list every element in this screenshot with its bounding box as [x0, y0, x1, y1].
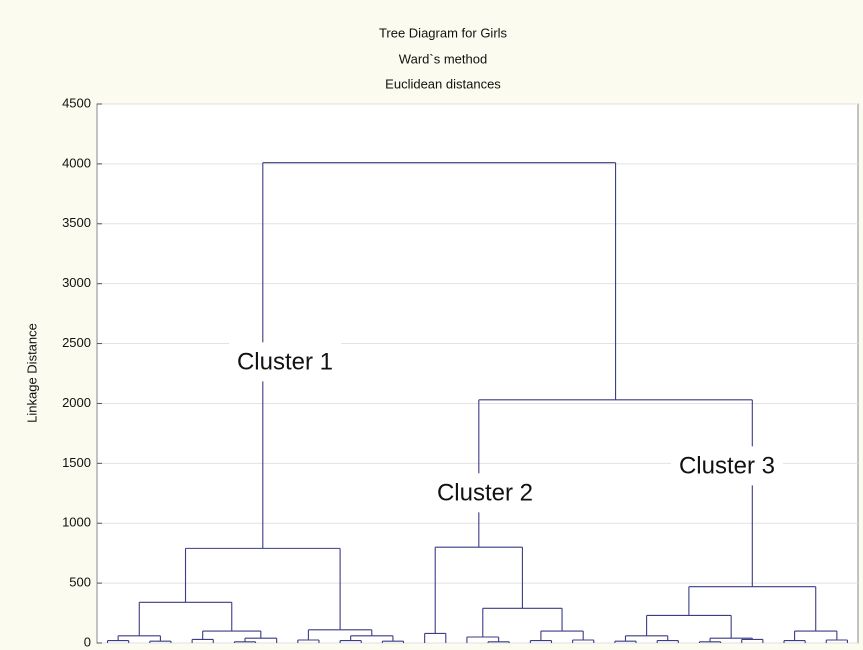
- plot-area: [96, 103, 859, 644]
- y-axis-label: Linkage Distance: [24, 323, 39, 423]
- y-tick-label: 2000: [62, 395, 91, 410]
- y-tick-label: 3000: [62, 275, 91, 290]
- annotation: Cluster 3: [679, 452, 775, 479]
- y-tick-label: 4000: [62, 155, 91, 170]
- y-tick-label: 1500: [62, 455, 91, 470]
- y-tick-label: 500: [69, 575, 91, 590]
- y-tick-label: 1000: [62, 515, 91, 530]
- y-tick-label: 0: [84, 634, 91, 649]
- chart-subtitle: Ward`s method: [399, 51, 487, 66]
- annotation-bg: [228, 342, 342, 382]
- annotation-bg: [670, 446, 784, 486]
- y-tick-label: 3500: [62, 215, 91, 230]
- chart-subtitle: Euclidean distances: [385, 76, 501, 91]
- y-tick-label: 2500: [62, 335, 91, 350]
- y-tick-label: 4500: [62, 95, 91, 110]
- annotation: Cluster 1: [237, 348, 333, 375]
- annotation-bg: [428, 473, 542, 513]
- chart-title: Tree Diagram for Girls: [379, 25, 508, 40]
- annotation: Cluster 2: [437, 479, 533, 506]
